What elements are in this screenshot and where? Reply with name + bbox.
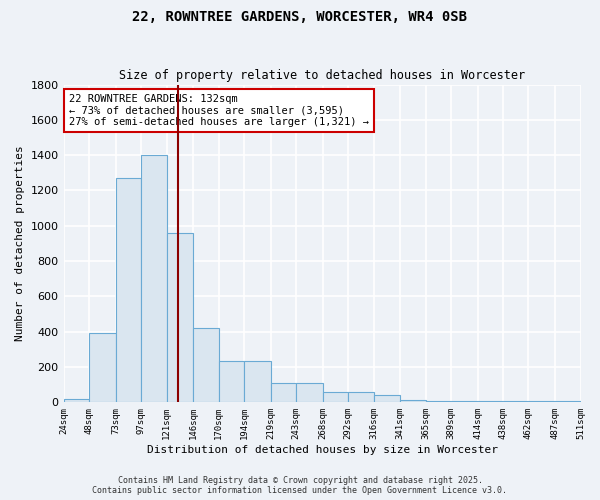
Bar <box>193 328 218 402</box>
Text: 22 ROWNTREE GARDENS: 132sqm
← 73% of detached houses are smaller (3,595)
27% of : 22 ROWNTREE GARDENS: 132sqm ← 73% of det… <box>69 94 369 128</box>
Y-axis label: Number of detached properties: Number of detached properties <box>15 146 25 342</box>
Bar <box>348 392 374 402</box>
Bar <box>89 334 116 402</box>
Text: 22, ROWNTREE GARDENS, WORCESTER, WR4 0SB: 22, ROWNTREE GARDENS, WORCESTER, WR4 0SB <box>133 10 467 24</box>
Bar <box>271 383 296 402</box>
Bar <box>374 396 400 402</box>
Bar <box>323 392 348 402</box>
Text: Contains HM Land Registry data © Crown copyright and database right 2025.
Contai: Contains HM Land Registry data © Crown c… <box>92 476 508 495</box>
Bar <box>425 400 451 402</box>
Bar <box>167 233 193 402</box>
Bar <box>400 400 425 402</box>
Bar <box>141 155 167 402</box>
Bar <box>296 383 323 402</box>
Bar <box>244 361 271 403</box>
X-axis label: Distribution of detached houses by size in Worcester: Distribution of detached houses by size … <box>146 445 497 455</box>
Bar <box>218 361 244 403</box>
Bar <box>64 399 89 402</box>
Title: Size of property relative to detached houses in Worcester: Size of property relative to detached ho… <box>119 69 525 82</box>
Bar <box>116 178 141 402</box>
Bar <box>451 401 478 402</box>
